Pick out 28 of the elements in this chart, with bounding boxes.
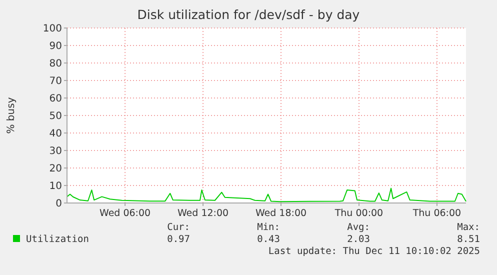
text: Max: bbox=[457, 222, 480, 233]
text: 0.43 bbox=[257, 234, 280, 245]
x-tick-label: Wed 18:00 bbox=[255, 208, 307, 219]
x-tick-label: Wed 12:00 bbox=[177, 208, 229, 219]
text: 0.97 bbox=[167, 234, 190, 245]
x-tick-label: Wed 06:00 bbox=[99, 208, 151, 219]
text: 2.03 bbox=[347, 234, 370, 245]
y-tick-label: 0 bbox=[56, 198, 62, 210]
y-tick-label: 30 bbox=[49, 146, 62, 157]
legend-label: Utilization bbox=[26, 234, 89, 245]
y-tick-label: 80 bbox=[49, 58, 62, 70]
y-tick-label: 20 bbox=[49, 164, 62, 174]
text: Avg: bbox=[347, 222, 370, 233]
y-tick-label: 10 bbox=[49, 181, 62, 192]
y-tick-label: 70 bbox=[49, 76, 62, 87]
text: Min: bbox=[257, 222, 280, 233]
x-tick-label: Thu 06:00 bbox=[412, 208, 462, 219]
text: Cur: bbox=[167, 222, 190, 233]
y-tick-label: 90 bbox=[49, 41, 62, 52]
x-tick-label: Thu 00:00 bbox=[334, 208, 384, 219]
chart-title: Disk utilization for /dev/sdf - by day bbox=[137, 7, 360, 22]
y-tick-label: 100 bbox=[42, 24, 62, 34]
text: Last update: Thu Dec 11 10:10:02 2025 bbox=[268, 246, 480, 257]
y-axis-title: % busy bbox=[6, 97, 17, 134]
y-tick-label: 60 bbox=[49, 94, 62, 104]
y-tick-label: 40 bbox=[49, 128, 62, 140]
y-tick-label: 50 bbox=[49, 111, 62, 122]
text: 8.51 bbox=[457, 234, 480, 245]
